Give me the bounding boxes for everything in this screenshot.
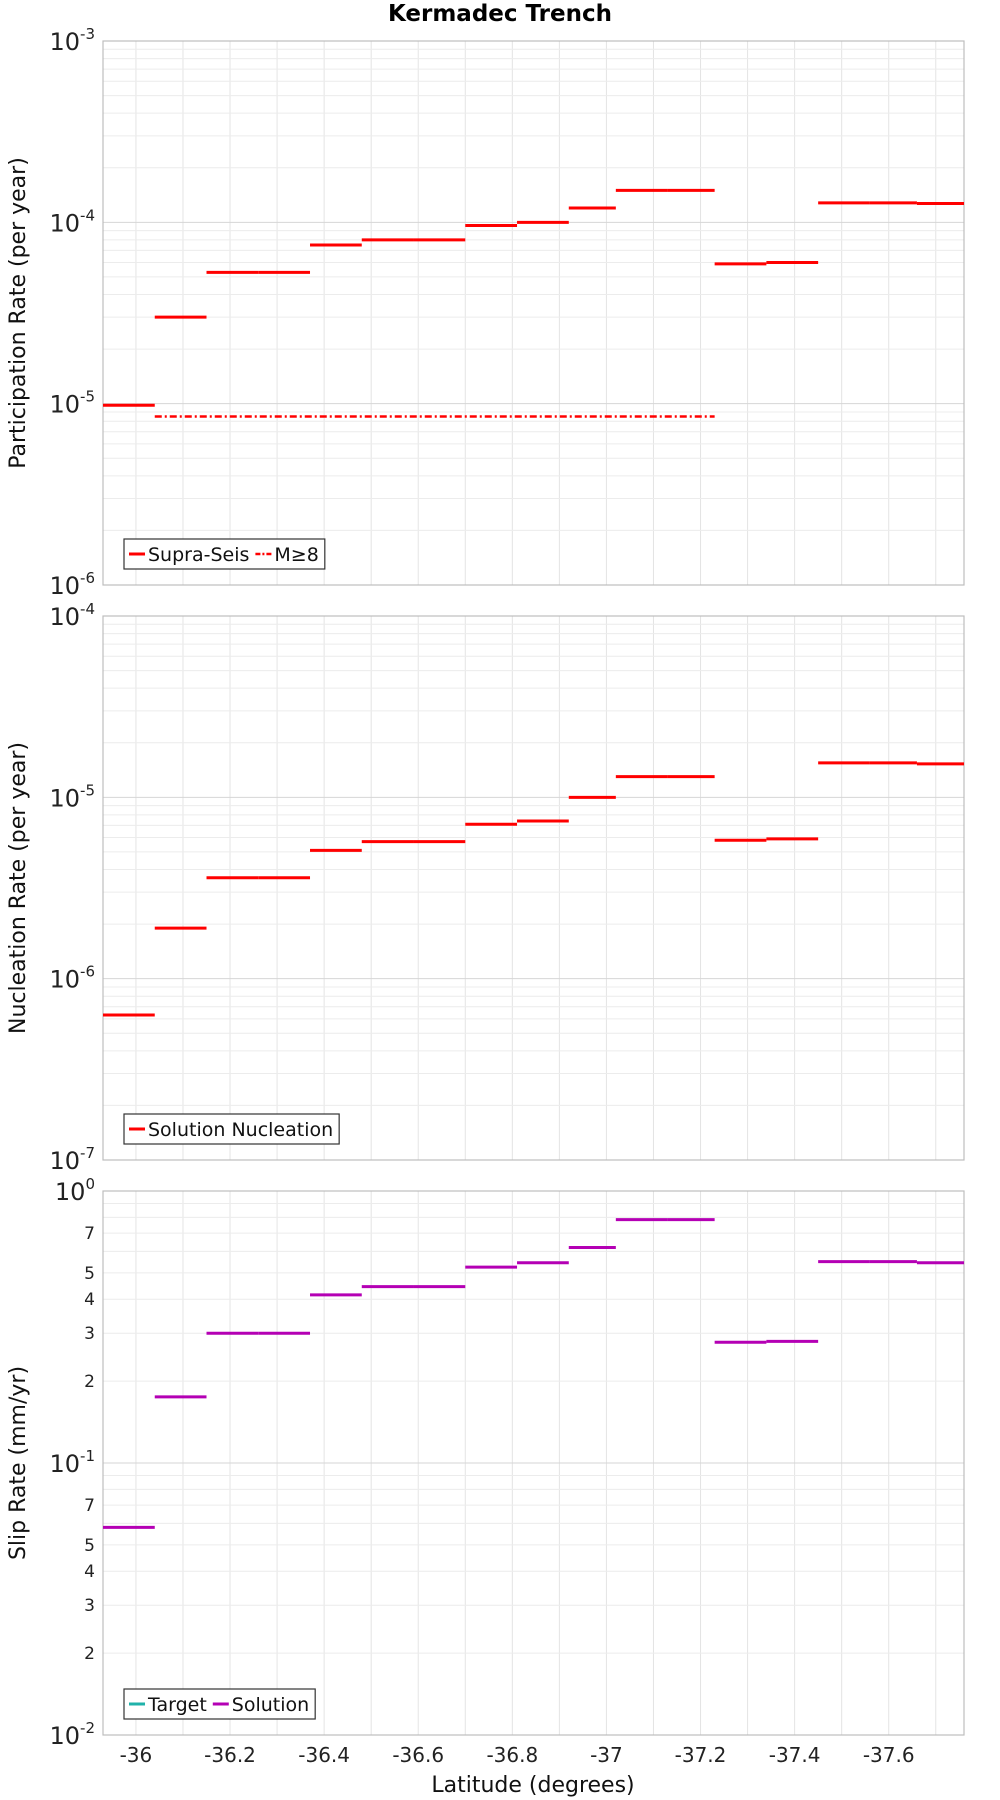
y-tick-label: 10-2 <box>49 1719 95 1750</box>
y-tick-label: 10-5 <box>49 781 95 812</box>
legend-box <box>123 538 326 570</box>
y-tick-label: 10-6 <box>49 963 95 994</box>
legend: Solution Nucleation <box>123 1113 340 1145</box>
legend-label: Supra-Seis <box>148 544 249 566</box>
series-supra-seis <box>103 188 964 407</box>
y-tick-label: 10-6 <box>49 569 95 600</box>
y-tick-label: 10-4 <box>49 600 95 631</box>
y-minor-tick-label: 4 <box>84 1562 95 1582</box>
x-tick-label: -36.6 <box>392 1743 444 1767</box>
y-minor-tick-label: 5 <box>84 1536 95 1556</box>
plot-frame <box>102 1190 965 1736</box>
x-tick-label: -36.8 <box>486 1743 538 1767</box>
plot-frame <box>102 615 965 1161</box>
plot-area <box>102 615 965 1161</box>
y-axis-label: Participation Rate (per year) <box>6 157 31 469</box>
y-axis-label: Slip Rate (mm/yr) <box>6 1366 31 1560</box>
legend-label: M≥8 <box>274 544 318 566</box>
plot-area <box>102 40 965 586</box>
series-solution <box>103 1218 964 1529</box>
y-minor-tick-label: 5 <box>84 1264 95 1284</box>
y-minor-tick-label: 7 <box>84 1224 95 1244</box>
y-minor-tick-label: 2 <box>84 1372 95 1392</box>
legend: Supra-Seis M≥8 <box>123 538 326 570</box>
y-tick-label: 100 <box>55 1175 95 1206</box>
legend-box <box>123 1113 340 1145</box>
legend: Target Solution <box>123 1688 316 1720</box>
x-tick-label: -37.6 <box>863 1743 915 1767</box>
y-tick-label: 10-7 <box>49 1144 95 1175</box>
y-minor-tick-label: 2 <box>84 1644 95 1664</box>
plot-frame <box>102 40 965 586</box>
series-solution-nucleation <box>103 761 964 1017</box>
x-tick-label: -37 <box>590 1743 623 1767</box>
y-axis-label: Nucleation Rate (per year) <box>6 742 31 1034</box>
y-minor-tick-label: 3 <box>84 1324 95 1344</box>
legend-label: Solution Nucleation <box>148 1119 333 1141</box>
legend-label: Target <box>147 1694 207 1716</box>
y-tick-label: 10-5 <box>49 388 95 419</box>
y-minor-tick-label: 4 <box>84 1290 95 1310</box>
y-tick-label: 10-3 <box>49 25 95 56</box>
x-axis-label: Latitude (degrees) <box>431 1773 634 1798</box>
legend-label: Solution <box>232 1694 309 1716</box>
y-minor-tick-label: 7 <box>84 1496 95 1516</box>
x-tick-label: -36 <box>120 1743 153 1767</box>
x-tick-label: -36.4 <box>298 1743 350 1767</box>
y-tick-label: 10-1 <box>49 1447 95 1478</box>
y-minor-tick-label: 3 <box>84 1596 95 1616</box>
y-tick-label: 10-4 <box>49 206 95 237</box>
plot-panel-1: 10-6 10-5 10-4 10-3 Participation Rate (per … <box>6 25 965 600</box>
plot-panel-3: 10-2 10-1 100 2 3 4 5 7 2 3 4 5 7 -36 -36.2 -36.4 -36.6 -… <box>6 1175 965 1767</box>
chart-title: Kermadec Trench <box>388 1 612 27</box>
x-tick-label: -37.4 <box>769 1743 821 1767</box>
plot-panel-2: 10-7 10-6 10-5 10-4 Nucleation Rate (per yea… <box>6 600 965 1175</box>
x-tick-label: -37.2 <box>675 1743 727 1767</box>
x-tick-label: -36.2 <box>204 1743 256 1767</box>
